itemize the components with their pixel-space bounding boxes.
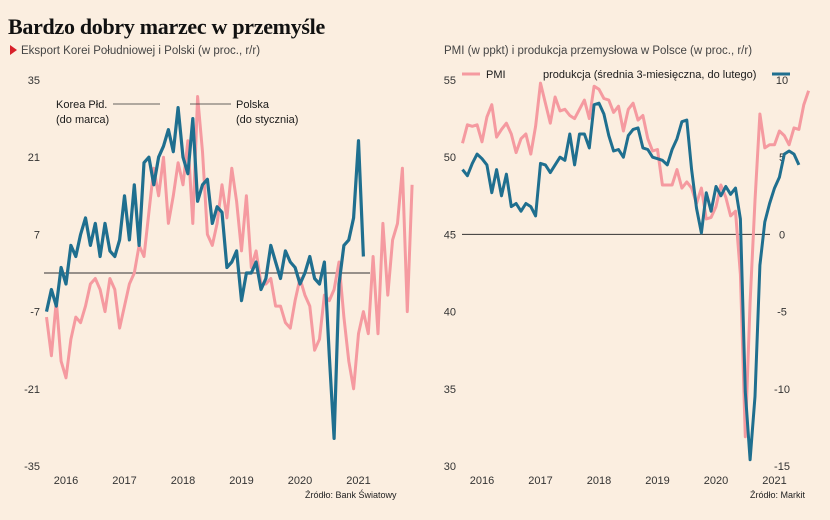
x-tick-label: 2017 xyxy=(528,475,552,487)
left-axis-tick-label: 35 xyxy=(444,384,456,396)
left-axis-tick-label: 50 xyxy=(444,152,456,164)
x-tick-label: 2021 xyxy=(346,475,370,487)
right-chart-title: PMI (w ppkt) i produkcja przemysłowa w P… xyxy=(444,45,753,57)
left-chart-title: Eksport Korei Południowej i Polski (w pr… xyxy=(21,45,261,57)
right-axis-tick-label: -15 xyxy=(774,461,790,473)
left-axis-tick-label: 40 xyxy=(444,307,456,319)
polska-annotation-line2: (do stycznia) xyxy=(236,114,298,126)
x-tick-label: 2018 xyxy=(171,475,195,487)
x-tick-label: 2020 xyxy=(288,475,312,487)
left-source-note: Źródło: Bank Światowy xyxy=(305,490,397,500)
y-tick-label: 35 xyxy=(28,75,40,87)
x-tick-label: 2020 xyxy=(704,475,728,487)
x-tick-label: 2016 xyxy=(470,475,494,487)
left-chart: 35 21 7 -7 -21 -35 2016 2017 2018 2019 2020 2021 Kor… xyxy=(24,75,414,487)
left-chart-subtitle: Eksport Korei Południowej i Polski (w pr… xyxy=(10,45,260,57)
y-tick-label: -21 xyxy=(24,384,40,396)
right-axis-tick-label: -5 xyxy=(777,307,787,319)
left-axis-tick-label: 45 xyxy=(444,229,456,241)
polska-annotation-line1: Polska xyxy=(236,99,270,111)
left-axis-tick-label: 30 xyxy=(444,461,456,473)
production-series-line xyxy=(461,101,801,462)
pmi-series-line xyxy=(461,81,811,439)
legend-label-pmi: PMI xyxy=(486,69,506,81)
y-tick-label: 7 xyxy=(34,229,40,241)
x-tick-label: 2016 xyxy=(54,475,78,487)
korea-series-line xyxy=(45,95,414,391)
legend-label-production: produkcja (średnia 3-miesięczna, do lute… xyxy=(543,69,756,81)
right-source-note: Źródło: Markit xyxy=(750,490,806,500)
x-tick-label: 2019 xyxy=(229,475,253,487)
right-axis-tick-label: 0 xyxy=(779,229,785,241)
y-tick-label: 21 xyxy=(28,152,40,164)
right-axis-tick-label: -10 xyxy=(774,384,790,396)
x-tick-label: 2018 xyxy=(587,475,611,487)
page-title: Bardzo dobry marzec w przemyśle xyxy=(8,14,325,39)
left-axis-tick-label: 55 xyxy=(444,75,456,87)
korea-annotation-line1: Korea Płd. xyxy=(56,99,107,111)
triangle-marker-icon xyxy=(10,45,17,55)
x-tick-label: 2021 xyxy=(762,475,786,487)
x-tick-label: 2017 xyxy=(112,475,136,487)
polska-series-line xyxy=(44,105,365,440)
right-axis-tick-label: 10 xyxy=(776,75,788,87)
x-tick-label: 2019 xyxy=(645,475,669,487)
korea-annotation-line2: (do marca) xyxy=(56,114,109,126)
y-tick-label: -7 xyxy=(30,307,40,319)
y-tick-label: -35 xyxy=(24,461,40,473)
